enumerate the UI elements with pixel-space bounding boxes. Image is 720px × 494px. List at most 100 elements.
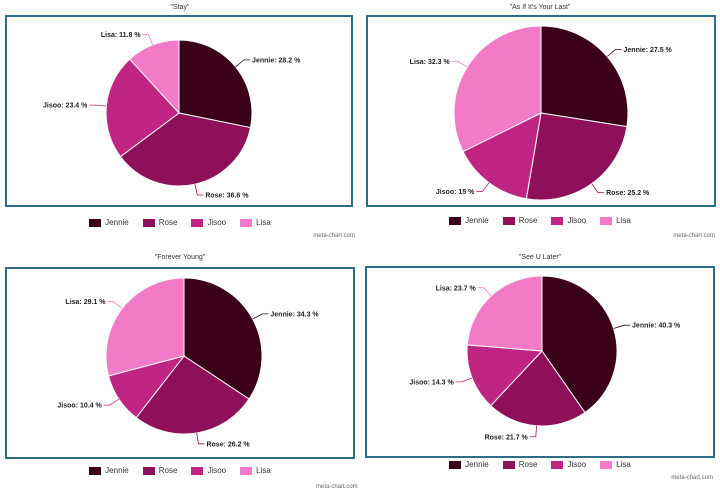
legend-label: Jisoo <box>567 460 587 469</box>
credit-label: meta-chart.com <box>313 233 355 239</box>
pie-slice-jennie <box>540 25 629 128</box>
legend-label: Jennie <box>465 216 489 225</box>
chart-panel-forever-young: "Forever Young" Jennie: 34.3 % Rose: 26.2… <box>0 250 360 494</box>
legend-swatch <box>191 218 204 227</box>
chart-title: "See U Later" <box>518 254 562 261</box>
pie-chart: Jennie: 27.5 % Rose: 25.2 % Jisoo: 15 % Lis… <box>410 25 673 201</box>
pie-slice-rose <box>135 355 250 435</box>
legend-swatch <box>240 466 253 475</box>
legend-item-lisa[interactable]: Lisa <box>240 218 271 227</box>
credit-label: meta-chart.com <box>316 484 358 490</box>
leader-line-lisa <box>142 34 153 46</box>
legend-item-jisoo[interactable]: Jisoo <box>551 216 586 225</box>
legend-label: Rose <box>158 218 178 227</box>
pie-slice-rose <box>489 350 586 427</box>
leader-line-rose <box>196 432 205 445</box>
pie-slice-lisa <box>466 275 543 352</box>
legend-item-jisoo[interactable]: Jisoo <box>551 460 586 469</box>
data-label-lisa: Lisa: 29.1 % <box>65 299 106 306</box>
legend-item-rose[interactable]: Rose <box>142 218 178 227</box>
leader-line-rose <box>529 425 537 438</box>
chart-panel-stay: "Stay" Jennie: 28.2 % Rose: 36.6 % Jisoo: … <box>0 0 360 247</box>
legend-item-jennie[interactable]: Jennie <box>449 216 489 225</box>
data-label-jisoo: Jisoo: 15 % <box>436 189 475 196</box>
legend-label: Rose <box>518 460 538 469</box>
data-label-rose: Rose: 21.7 % <box>485 434 529 441</box>
legend-swatch <box>89 466 102 475</box>
legend-swatch <box>502 216 515 225</box>
data-label-jennie: Jennie: 27.5 % <box>624 47 673 54</box>
legend-label: Lisa <box>256 466 271 475</box>
credit-label: meta-chart.com <box>673 233 715 239</box>
legend-item-lisa[interactable]: Lisa <box>600 216 631 225</box>
legend-label: Jennie <box>105 218 129 227</box>
leader-line-jennie <box>606 48 622 57</box>
legend-label: Jisoo <box>207 218 227 227</box>
legend-item-lisa[interactable]: Lisa <box>240 466 271 475</box>
leader-line-jisoo <box>476 182 490 192</box>
legend-swatch <box>551 460 564 469</box>
legend-label: Jennie <box>105 466 129 475</box>
legend-item-rose[interactable]: Rose <box>502 216 538 225</box>
legend-label: Rose <box>518 216 538 225</box>
legend-item-rose[interactable]: Rose <box>502 460 538 469</box>
leader-line-lisa <box>107 301 123 309</box>
legend-label: Lisa <box>256 218 271 227</box>
legend-swatch <box>142 218 155 227</box>
leader-line-jisoo <box>103 398 120 406</box>
legend-item-jennie[interactable]: Jennie <box>89 218 129 227</box>
leader-line-rose <box>194 184 204 196</box>
credit-label: meta-chart.com <box>671 475 713 481</box>
chart-title: "Forever Young" <box>154 254 206 261</box>
pie-slice-rose <box>119 112 252 187</box>
pie-slice-lisa <box>105 277 185 377</box>
pie-slice-lisa <box>128 39 180 115</box>
data-label-jisoo: Jisoo: 10.4 % <box>57 403 102 410</box>
pie-slice-jennie <box>541 275 618 414</box>
data-label-lisa: Lisa: 11.8 % <box>101 32 141 39</box>
legend-item-jennie[interactable]: Jennie <box>449 460 489 469</box>
legend-label: Jisoo <box>207 466 227 475</box>
data-label-jennie: Jennie: 28.2 % <box>252 57 301 64</box>
legend-swatch <box>191 466 204 475</box>
leader-line-rose <box>591 183 605 194</box>
legend-swatch <box>142 466 155 475</box>
leader-line-jisoo <box>455 377 473 383</box>
pie-chart: Jennie: 40.3 % Rose: 21.7 % Jisoo: 14.3 % L… <box>409 275 681 441</box>
leader-line-jennie <box>235 59 251 68</box>
data-label-jennie: Jennie: 34.3 % <box>270 311 319 318</box>
legend-swatch <box>551 216 564 225</box>
leader-line-jennie <box>252 313 269 320</box>
legend-swatch <box>600 460 613 469</box>
data-label-lisa: Lisa: 32.3 % <box>410 59 451 66</box>
chart-panel-as-if-its-your-last: "As If It's Your Last" Jennie: 27.5 % Ros… <box>360 0 720 247</box>
leader-line-lisa <box>451 60 468 68</box>
legend-item-lisa[interactable]: Lisa <box>600 460 631 469</box>
legend-swatch <box>89 218 102 227</box>
legend-item-jisoo[interactable]: Jisoo <box>191 466 226 475</box>
legend-label: Lisa <box>616 216 631 225</box>
legend-swatch <box>240 218 253 227</box>
pie-slice-rose <box>525 112 628 201</box>
leader-line-jisoo <box>89 104 107 107</box>
legend-swatch <box>449 216 462 225</box>
legend-label: Jisoo <box>567 216 587 225</box>
data-label-jisoo: Jisoo: 14.3 % <box>409 379 454 386</box>
legend-swatch <box>600 216 613 225</box>
pie-slice-jennie <box>178 39 253 129</box>
legend-item-jennie[interactable]: Jennie <box>89 466 129 475</box>
legend: Jennie Rose Jisoo Lisa <box>0 218 360 227</box>
legend-item-jisoo[interactable]: Jisoo <box>191 218 226 227</box>
data-label-rose: Rose: 36.6 % <box>205 192 249 199</box>
pie-chart: Jennie: 28.2 % Rose: 36.6 % Jisoo: 23.4 % L… <box>43 32 301 199</box>
legend-label: Rose <box>158 466 178 475</box>
data-label-lisa: Lisa: 23.7 % <box>436 285 477 292</box>
data-label-rose: Rose: 25.2 % <box>606 190 650 197</box>
pie-slice-jisoo <box>462 112 542 200</box>
legend-item-rose[interactable]: Rose <box>142 466 178 475</box>
chart-title: "As If It's Your Last" <box>509 4 571 11</box>
leader-line-jennie <box>613 324 631 329</box>
legend: Jennie Rose Jisoo Lisa <box>360 216 720 225</box>
pie-slice-lisa <box>453 25 542 153</box>
legend-swatch <box>449 460 462 469</box>
